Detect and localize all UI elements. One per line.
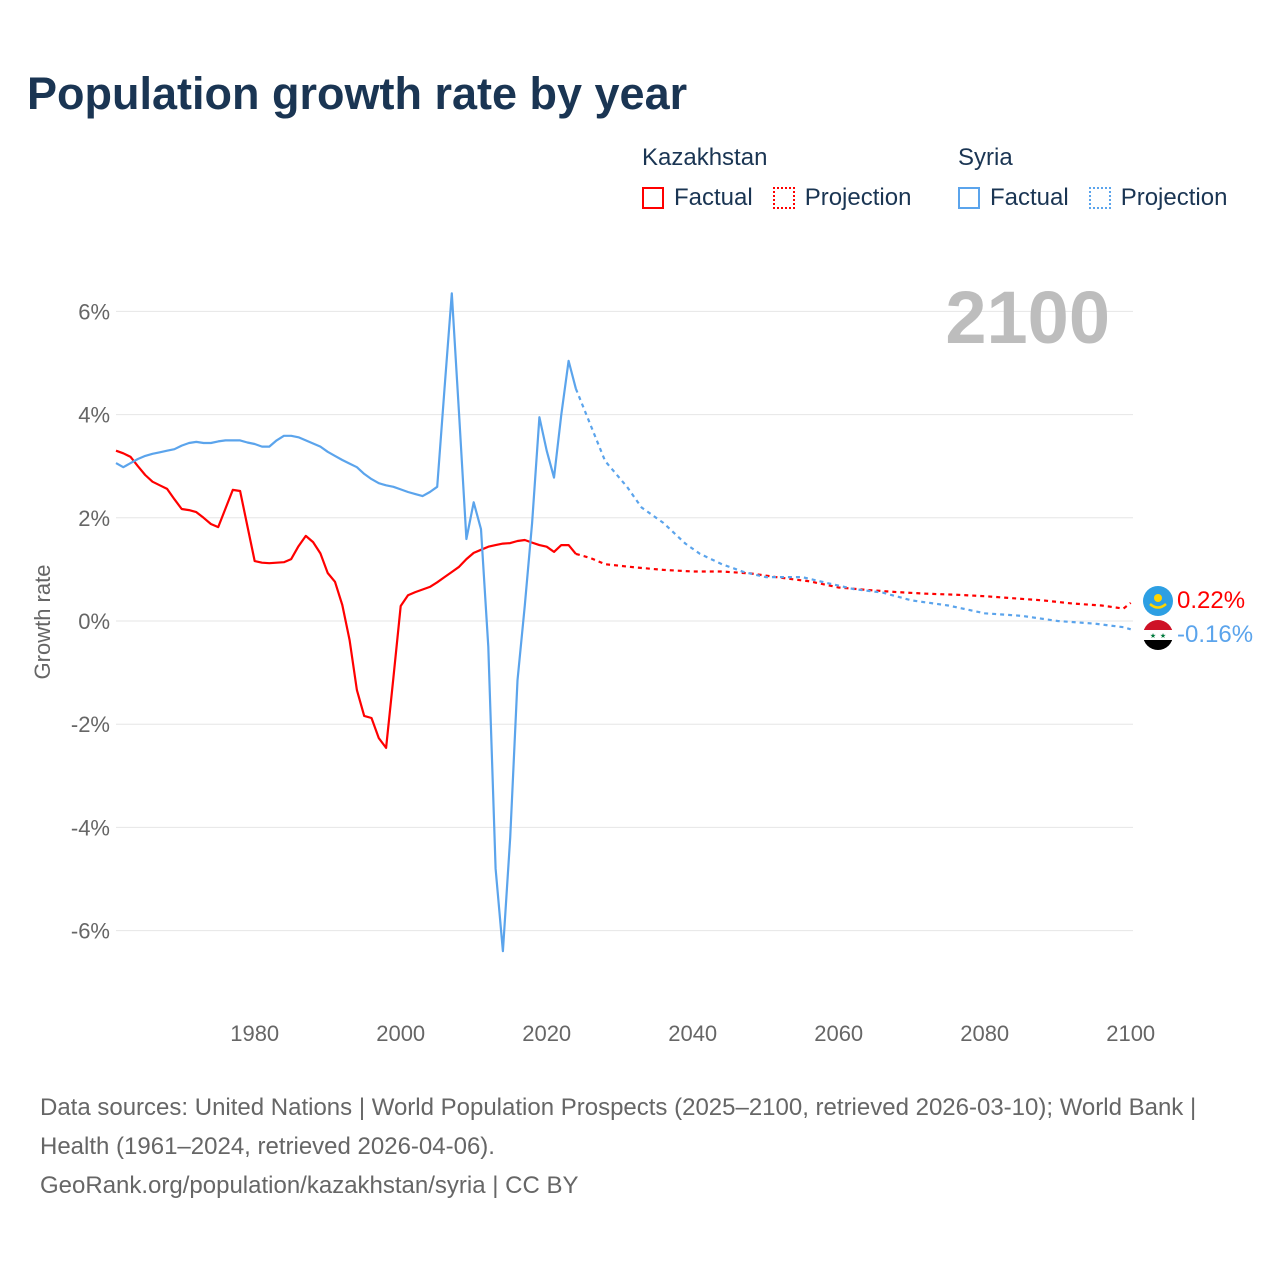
legend-swatch-factual[interactable] — [642, 187, 664, 209]
chart-title: Population growth rate by year — [27, 68, 688, 119]
legend-group-name: Kazakhstan — [642, 144, 768, 171]
year-display: 2100 — [945, 276, 1110, 359]
kazakhstan-end-label: 0.22% — [1177, 587, 1245, 614]
y-tick-label: 6% — [78, 299, 110, 324]
syria-end-label: -0.16% — [1177, 621, 1253, 648]
series-line-kazakhstan-factual — [115, 449, 577, 749]
y-tick-label: 4% — [78, 403, 110, 428]
x-tick-label: 2040 — [668, 1021, 717, 1046]
legend-label[interactable]: Factual — [674, 184, 753, 211]
series-line-syria-factual — [115, 292, 577, 953]
svg-text:★: ★ — [1150, 632, 1156, 640]
y-axis-label: Growth rate — [30, 565, 55, 680]
series-line-kazakhstan-projection — [575, 552, 1132, 610]
legend-label[interactable]: Projection — [1120, 184, 1228, 211]
y-tick-label: 2% — [78, 506, 110, 531]
y-tick-label: -4% — [71, 815, 110, 840]
kazakhstan-flag-icon — [1143, 586, 1173, 616]
data-sources: Data sources: United Nations | World Pop… — [40, 1094, 1197, 1160]
x-tick-label: 2020 — [522, 1021, 571, 1046]
series-line-syria-projection — [574, 388, 1132, 631]
legend-group-name: Syria — [958, 144, 1013, 171]
legend-swatch-projection[interactable] — [1088, 187, 1111, 209]
credit-link[interactable]: GeoRank.org/population/kazakhstan/syria … — [40, 1172, 579, 1199]
legend-swatch-factual[interactable] — [958, 187, 980, 209]
legend-syria: Syria Factual Projection — [958, 144, 1227, 212]
x-tick-label: 1980 — [230, 1021, 279, 1046]
legend-label[interactable]: Factual — [990, 184, 1069, 211]
svg-text:★: ★ — [1160, 632, 1166, 640]
legend-swatch-projection[interactable] — [772, 187, 795, 209]
y-tick-label: -2% — [71, 712, 110, 737]
y-tick-label: -6% — [71, 919, 110, 944]
y-tick-label: 0% — [78, 609, 110, 634]
x-tick-label: 2080 — [960, 1021, 1009, 1046]
line-chart: 6% 4% 2% 0% -2% -4% -6% 1980 2000 2020 2040 2060 208… — [30, 276, 1253, 1046]
legend-kazakhstan: Kazakhstan Factual Projection — [642, 144, 911, 212]
legend-label[interactable]: Projection — [804, 184, 912, 211]
x-tick-label: 2060 — [814, 1021, 863, 1046]
syria-flag-icon: ★ ★ — [1143, 620, 1173, 650]
x-tick-label: 2000 — [376, 1021, 425, 1046]
footer: Data sources: United Nations | World Pop… — [40, 1088, 1240, 1205]
x-tick-label: 2100 — [1106, 1021, 1155, 1046]
